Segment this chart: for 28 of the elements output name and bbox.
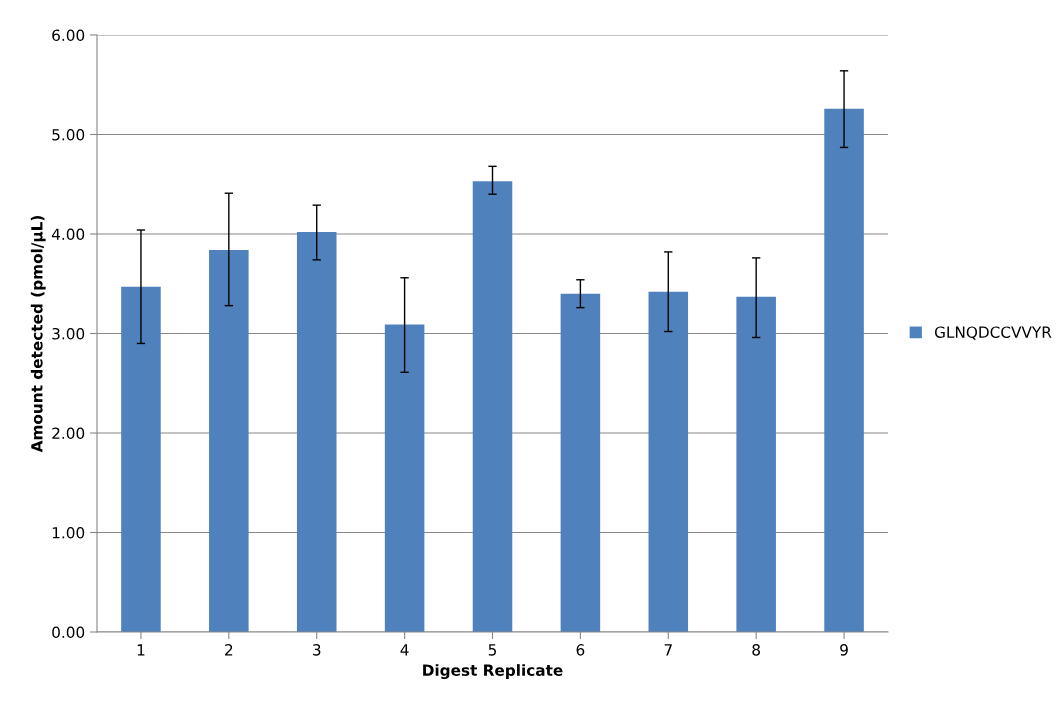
y-tick-label: 0.00 xyxy=(52,626,85,639)
y-tick-label: 6.00 xyxy=(52,29,85,42)
bar xyxy=(384,324,425,632)
x-tick-label: 9 xyxy=(840,644,848,656)
bar xyxy=(736,296,776,632)
bar xyxy=(824,108,864,632)
bar xyxy=(209,249,249,632)
legend-label: GLNQDCCVVYR xyxy=(934,326,1052,340)
bar xyxy=(560,293,601,632)
y-axis-title: Amount detected (pmol/µL) xyxy=(30,215,46,453)
x-tick-label: 2 xyxy=(225,644,233,656)
x-tick-label: 1 xyxy=(137,644,145,656)
y-tick-label: 4.00 xyxy=(51,228,85,241)
bar xyxy=(296,232,337,632)
y-tick-label: 5.00 xyxy=(52,128,85,141)
y-tick-label: 1.00 xyxy=(52,526,85,539)
bar xyxy=(472,181,513,632)
y-tick-label: 2.00 xyxy=(52,427,85,440)
x-axis-title: Digest Replicate xyxy=(423,664,563,680)
x-tick-label: 6 xyxy=(576,644,585,656)
x-tick-label: 8 xyxy=(752,644,760,656)
bar xyxy=(648,291,689,632)
x-tick-label: 3 xyxy=(313,644,321,656)
y-tick-label: 3.00 xyxy=(52,327,85,340)
bar xyxy=(121,286,161,632)
x-tick-label: 7 xyxy=(664,644,672,656)
x-tick-label: 5 xyxy=(488,644,497,656)
x-tick-label: 4 xyxy=(400,644,409,656)
